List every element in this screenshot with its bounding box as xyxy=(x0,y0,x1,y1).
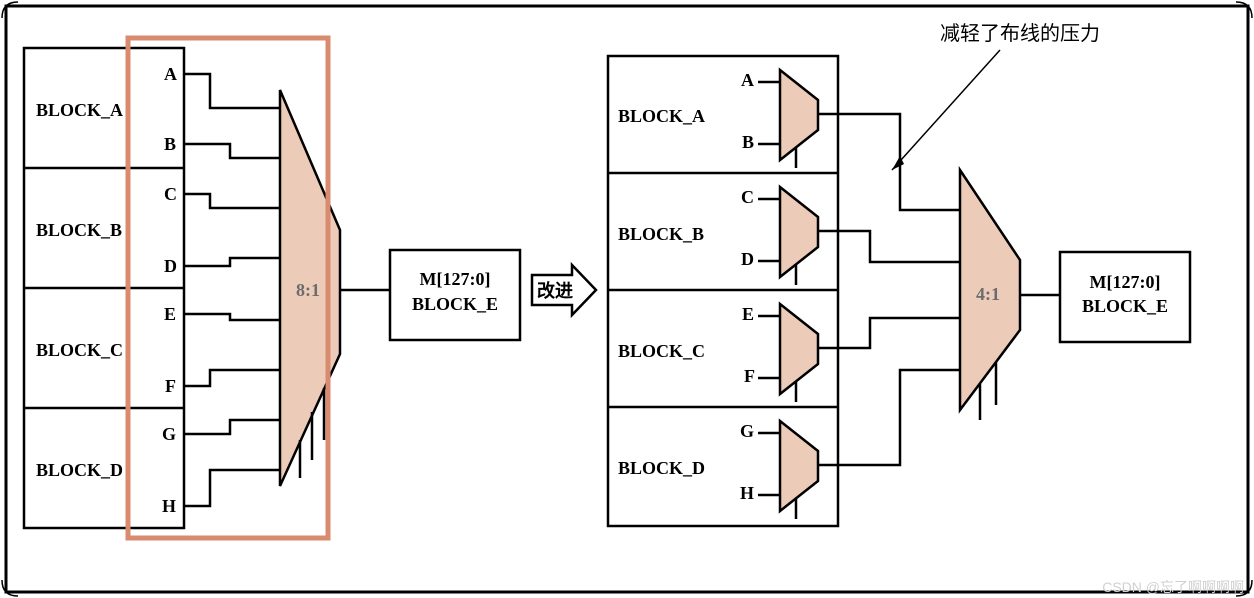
r-sig-h: H xyxy=(740,483,754,503)
watermark: CSDN @忘了啊啊啊啊 xyxy=(1102,579,1244,595)
sig-g: G xyxy=(162,424,176,444)
out-line1-right: M[127:0] xyxy=(1090,272,1161,292)
out-line2-left: BLOCK_E xyxy=(412,294,498,314)
out-line2-right: BLOCK_E xyxy=(1082,296,1168,316)
sig-h: H xyxy=(162,496,176,516)
mux-8to1-label: 8:1 xyxy=(296,280,320,300)
r-sig-b: B xyxy=(742,132,754,152)
r-sig-e: E xyxy=(742,304,754,324)
r-sig-d: D xyxy=(741,249,754,269)
block-b-label: BLOCK_B xyxy=(36,220,122,240)
sig-b: B xyxy=(164,134,176,154)
r-sig-a: A xyxy=(741,70,754,90)
r-block-d: BLOCK_D xyxy=(618,458,705,478)
r-sig-c: C xyxy=(741,187,754,207)
r-sig-f: F xyxy=(744,366,755,386)
r-block-a: BLOCK_A xyxy=(618,106,705,126)
sig-f: F xyxy=(165,376,176,396)
r-block-c: BLOCK_C xyxy=(618,341,705,361)
mux-diagram: BLOCK_A BLOCK_B BLOCK_C BLOCK_D A B C D … xyxy=(0,0,1254,598)
sig-a: A xyxy=(164,64,177,84)
annotation-text: 减轻了布线的压力 xyxy=(940,22,1100,45)
mux-4to1-label: 4:1 xyxy=(976,284,1000,304)
sig-c: C xyxy=(164,184,177,204)
block-c-label: BLOCK_C xyxy=(36,340,123,360)
out-line1-left: M[127:0] xyxy=(420,269,491,289)
r-sig-g: G xyxy=(740,421,754,441)
improve-label: 改进 xyxy=(537,280,573,301)
r-block-b: BLOCK_B xyxy=(618,224,704,244)
sig-e: E xyxy=(164,304,176,324)
sig-d: D xyxy=(164,256,177,276)
block-a-label: BLOCK_A xyxy=(36,100,123,120)
block-d-label: BLOCK_D xyxy=(36,460,123,480)
